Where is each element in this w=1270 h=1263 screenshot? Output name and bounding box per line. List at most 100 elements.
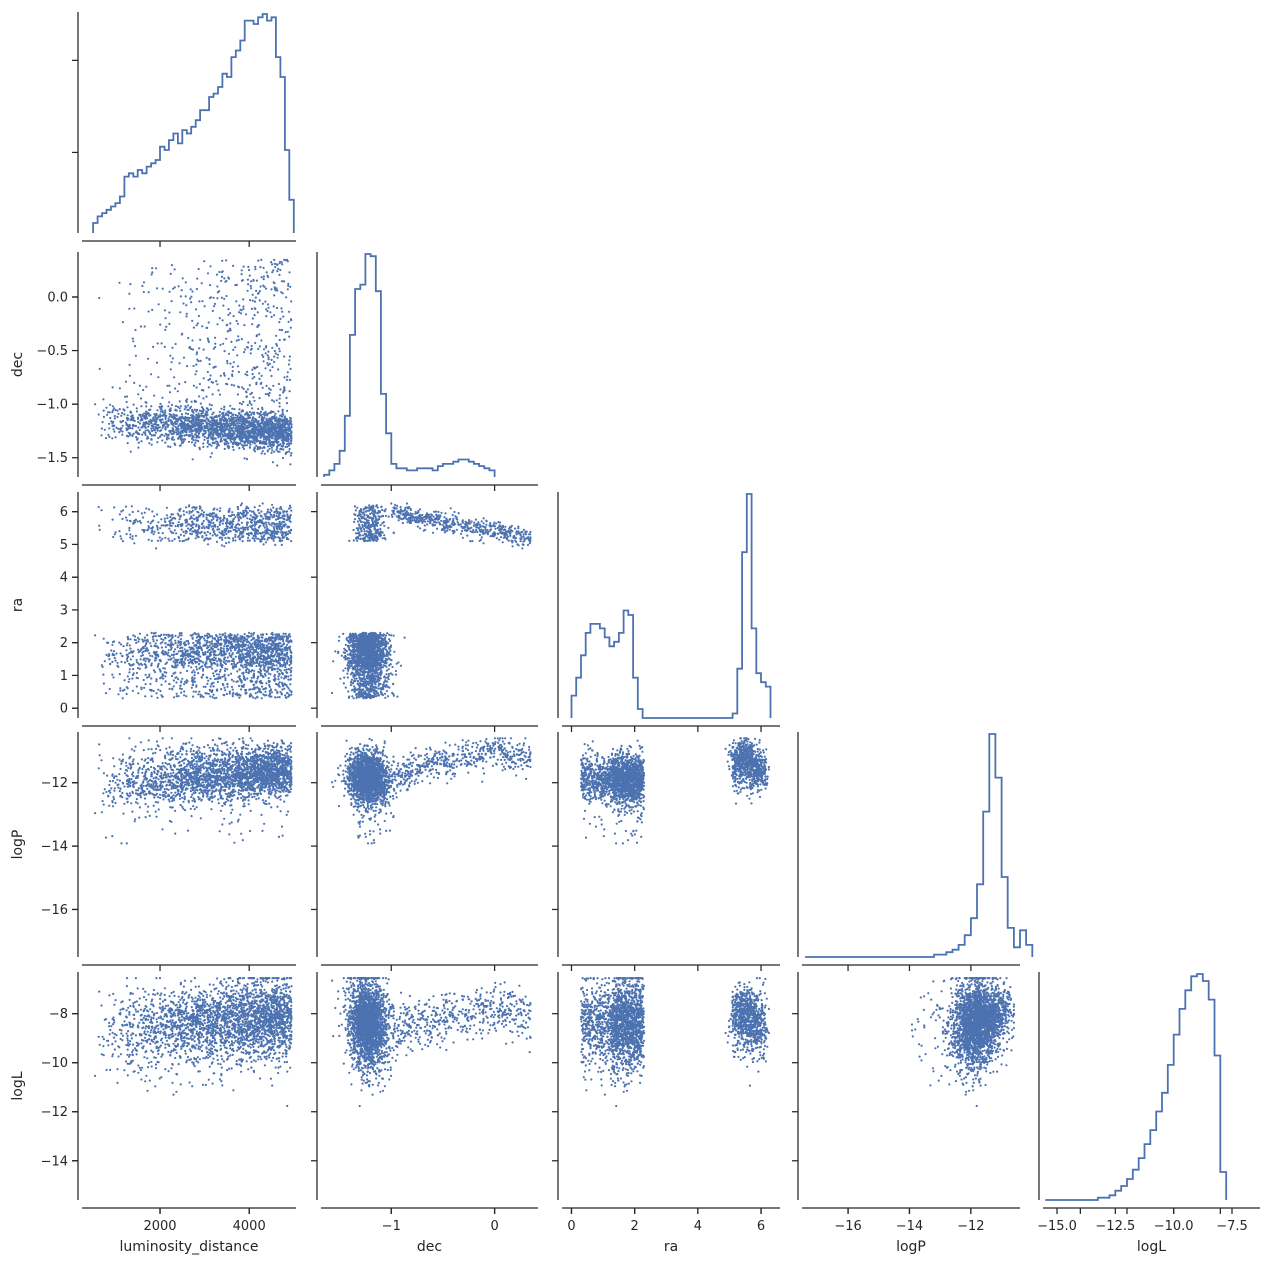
data-point [290,674,292,676]
data-point [254,520,256,522]
data-point [184,438,186,440]
data-point [173,679,175,681]
data-point [208,321,210,323]
data-point [166,662,168,664]
data-point [226,647,228,649]
data-point [187,427,189,429]
data-point [240,661,242,663]
data-point [261,429,263,431]
data-point [137,418,139,420]
data-point [119,673,121,675]
data-point [125,649,127,651]
data-point [224,636,226,638]
data-point [94,403,96,405]
data-point [109,688,111,690]
data-point [214,343,216,345]
data-point [209,403,211,405]
data-point [151,444,153,446]
data-point [137,510,139,512]
data-point [193,645,195,647]
data-point [276,270,278,272]
data-point [214,638,216,640]
data-point [188,642,190,644]
data-point [138,664,140,666]
data-point [219,649,221,651]
data-point [213,508,215,510]
data-point [263,275,265,277]
data-point [127,428,129,430]
data-point [202,408,204,410]
data-point [114,417,116,419]
data-point [193,523,195,525]
data-point [145,674,147,676]
data-point [249,510,251,512]
data-point [280,291,282,293]
data-point [175,525,177,527]
data-point [253,427,255,429]
data-point [169,291,171,293]
data-point [133,404,135,406]
data-point [251,407,253,409]
data-point [212,685,214,687]
data-point [130,415,132,417]
data-point [264,513,266,515]
data-point [268,435,270,437]
data-point [157,417,159,419]
data-point [223,431,225,433]
data-point [266,413,268,415]
data-point [290,656,292,658]
data-point [209,636,211,638]
data-point [230,419,232,421]
data-point [242,434,244,436]
data-point [192,638,194,640]
data-point [233,315,235,317]
data-point [219,344,221,346]
data-point [233,680,235,682]
data-point [241,682,243,684]
data-point [161,538,163,540]
data-point [290,327,292,329]
data-point [234,539,236,541]
data-point [210,685,212,687]
panel-dec-vs-luminosity_distance [72,252,296,491]
data-point [139,429,141,431]
data-point [112,421,114,423]
data-point [215,646,217,648]
data-point [255,297,257,299]
data-point [147,521,149,523]
data-point [126,435,128,437]
data-point [166,436,168,438]
data-point [278,321,280,323]
data-point [270,412,272,414]
data-point [139,422,141,424]
data-point [194,445,196,447]
data-point [198,347,200,349]
data-point [252,659,254,661]
data-point [281,540,283,542]
data-point [170,513,172,515]
data-point [181,289,183,291]
data-point [137,641,139,643]
data-point [236,340,238,342]
data-point [249,299,251,301]
data-point [190,430,192,432]
data-point [152,638,154,640]
data-point [276,464,278,466]
data-point [171,525,173,527]
data-point [258,665,260,667]
data-point [271,316,273,318]
data-point [185,644,187,646]
data-point [240,688,242,690]
data-point [246,641,248,643]
data-point [257,509,259,511]
data-point [222,343,224,345]
data-point [238,697,240,699]
data-point [172,357,174,359]
data-point [154,659,156,661]
data-point [278,348,280,350]
data-point [279,691,281,693]
data-point [188,435,190,437]
data-point [119,513,121,515]
data-point [182,666,184,668]
data-point [193,385,195,387]
